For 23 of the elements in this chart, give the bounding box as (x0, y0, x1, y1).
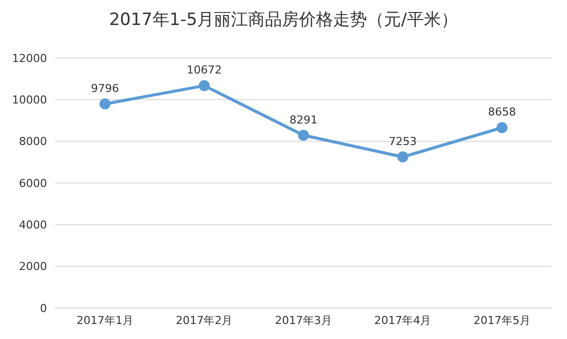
x-tick-label: 2017年5月 (474, 314, 530, 327)
y-tick-label: 4000 (19, 218, 47, 232)
point (198, 80, 210, 92)
point (397, 151, 408, 162)
y-tick-label: 6000 (19, 176, 47, 190)
point (496, 122, 508, 134)
data-label: 8658 (488, 106, 516, 119)
y-tick-label: 8000 (19, 135, 47, 148)
x-tick-label: 2017年3月 (275, 314, 332, 327)
y-tick-label: 2000 (19, 260, 47, 274)
y-tick-label: 10000 (12, 94, 47, 107)
x-tick-label: 2017年1月 (76, 314, 134, 327)
chart-title: 2017年1-5月丽江商品房价格走势（元/平米） (108, 9, 459, 32)
data-label: 9796 (91, 82, 119, 95)
data-label: 8291 (290, 113, 318, 126)
data-label: 10672 (186, 64, 222, 77)
x-tick-label: 2017年2月 (176, 314, 233, 327)
data-label: 7253 (388, 134, 417, 148)
point (298, 130, 309, 141)
y-tick-label: 0 (40, 302, 47, 315)
y-tick-label: 12000 (12, 52, 47, 65)
x-tick-label: 2017年4月 (374, 314, 432, 327)
point (100, 98, 110, 110)
